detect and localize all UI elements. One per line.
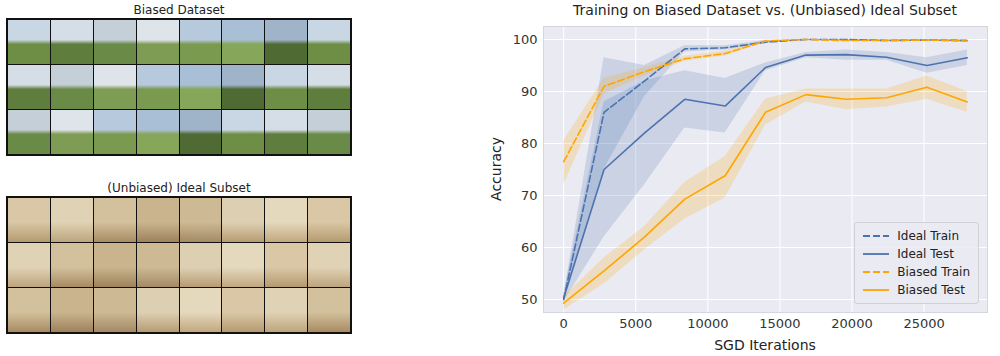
svg-text:5000: 5000 xyxy=(619,316,652,331)
svg-text:100: 100 xyxy=(513,32,538,47)
html-text:Training on Biased Dataset vs.: Training on Biased Dataset vs. (Unbiased… xyxy=(573,2,957,18)
svg-text:60: 60 xyxy=(521,240,538,255)
svg-text:20000: 20000 xyxy=(831,316,872,331)
html-text:Ideal Train: Ideal Train xyxy=(897,229,960,243)
svg-text:10000: 10000 xyxy=(687,316,728,331)
svg-text:25000: 25000 xyxy=(903,316,944,331)
svg-text:50: 50 xyxy=(521,292,538,307)
svg-text:70: 70 xyxy=(521,188,538,203)
html-text:Biased Train: Biased Train xyxy=(897,265,970,279)
svg-text:90: 90 xyxy=(521,84,538,99)
svg-text:80: 80 xyxy=(521,136,538,151)
svg-text:Accuracy: Accuracy xyxy=(488,137,504,201)
svg-text:SGD Iterations: SGD Iterations xyxy=(714,337,816,353)
html-text:(Unbiased) Ideal Subset: (Unbiased) Ideal Subset xyxy=(107,181,251,195)
html-text:Biased Dataset: Biased Dataset xyxy=(133,3,225,17)
svg-text:15000: 15000 xyxy=(759,316,800,331)
html-text:Ideal Test: Ideal Test xyxy=(897,247,954,261)
html-text:Biased Test: Biased Test xyxy=(897,283,965,297)
svg-text:0: 0 xyxy=(560,316,568,331)
